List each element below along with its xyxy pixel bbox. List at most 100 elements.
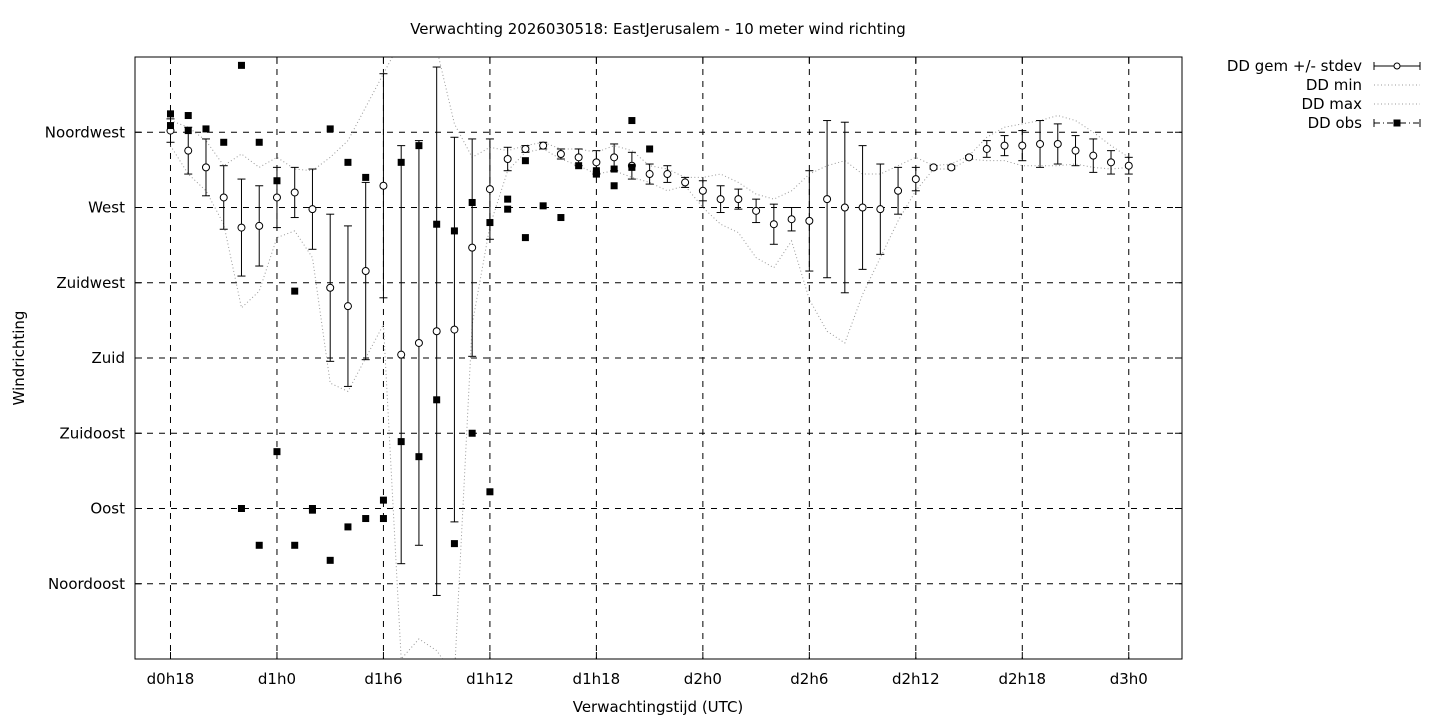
- mean-point: [947, 163, 956, 172]
- obs-point: [450, 540, 458, 548]
- obs-point: [433, 220, 441, 228]
- obs-point: [628, 163, 636, 171]
- obs-point: [326, 556, 334, 564]
- legend-label: DD min: [1306, 76, 1362, 94]
- obs-point: [557, 214, 565, 222]
- obs-point: [344, 523, 352, 531]
- axis-ticks: d0h18 d1h0 d1h6 d1h12 d1h18 d2h0 d2h6 d2h12 d2h1…: [45, 57, 1182, 688]
- legend-label: DD gem +/- stdev: [1227, 57, 1362, 75]
- obs-point: [273, 177, 281, 185]
- mean-point: [219, 193, 228, 202]
- obs-point: [220, 138, 228, 146]
- mean-point: [1018, 141, 1027, 150]
- obs-point: [166, 122, 174, 130]
- x-tick-label: d0h18: [147, 670, 195, 688]
- mean-point: [982, 144, 991, 153]
- obs-point: [379, 515, 387, 523]
- obs-point: [255, 541, 263, 549]
- obs-point: [166, 110, 174, 118]
- mean-point: [397, 350, 406, 359]
- obs-point: [468, 429, 476, 437]
- obs-point: [610, 182, 618, 190]
- x-tick-label: d1h6: [364, 670, 402, 688]
- obs-point: [308, 506, 316, 514]
- obs-point: [397, 438, 405, 446]
- obs-point: [504, 205, 512, 213]
- mean-point: [450, 325, 459, 334]
- legend-label: DD max: [1301, 95, 1362, 113]
- obs-point: [575, 162, 583, 170]
- mean-point: [485, 185, 494, 194]
- y-tick-label: Zuidoost: [59, 424, 125, 442]
- mean-point: [326, 283, 335, 292]
- mean-point: [592, 158, 601, 167]
- x-tick-label: d2h12: [892, 670, 940, 688]
- mean-point: [201, 163, 210, 172]
- obs-point: [291, 287, 299, 295]
- mean-point: [290, 188, 299, 197]
- obs-point: [539, 202, 547, 210]
- mean-point: [610, 153, 619, 162]
- obs-point: [628, 117, 636, 125]
- mean-point: [645, 170, 654, 179]
- y-tick-label: Zuid: [92, 349, 125, 367]
- mean-point: [272, 193, 281, 202]
- mean-point: [1089, 151, 1098, 160]
- dd-line-dd-min: [170, 145, 1129, 659]
- obs-point: [433, 396, 441, 404]
- mean-point: [698, 186, 707, 195]
- mean-point: [823, 195, 832, 204]
- legend-swatch: [1393, 62, 1401, 70]
- y-tick-label: West: [88, 199, 125, 217]
- mean-point: [894, 186, 903, 195]
- obs-point: [486, 488, 494, 496]
- obs-point: [184, 112, 192, 120]
- obs-point: [468, 198, 476, 206]
- legend-swatch: [1393, 119, 1401, 127]
- mean-point: [858, 203, 867, 212]
- obs-point: [344, 158, 352, 166]
- mean-point: [556, 149, 565, 158]
- obs-point: [273, 448, 281, 456]
- mean-point: [414, 338, 423, 347]
- mean-point: [876, 205, 885, 214]
- mean-point: [1053, 139, 1062, 148]
- obs-point: [237, 61, 245, 69]
- mean-point: [343, 302, 352, 311]
- plot-series-area: [166, 57, 1133, 659]
- mean-point: [237, 223, 246, 232]
- mean-point: [681, 178, 690, 187]
- mean-point: [716, 195, 725, 204]
- mean-point: [734, 195, 743, 204]
- obs-point: [237, 505, 245, 512]
- obs-point: [610, 165, 618, 173]
- x-tick-label: d2h0: [684, 670, 722, 688]
- y-tick-label: Noordwest: [45, 123, 125, 141]
- obs-point: [486, 219, 494, 227]
- obs-point: [202, 125, 210, 133]
- obs-point: [521, 157, 529, 165]
- x-tick-label: d2h6: [790, 670, 828, 688]
- x-axis-label: Verwachtingstijd (UTC): [573, 698, 744, 716]
- mean-point: [503, 155, 512, 164]
- obs-point: [415, 453, 423, 461]
- obs-point: [362, 173, 370, 181]
- plot-frame: [134, 56, 1183, 660]
- obs-point: [646, 145, 654, 153]
- y-tick-label: Oost: [90, 500, 125, 518]
- y-tick-label: Noordoost: [48, 575, 125, 593]
- mean-point: [432, 327, 441, 336]
- mean-point: [840, 203, 849, 212]
- x-tick-label: d2h18: [998, 670, 1046, 688]
- obs-point: [521, 234, 529, 242]
- mean-point: [965, 153, 974, 162]
- obs-point: [379, 496, 387, 504]
- mean-point: [1107, 158, 1116, 167]
- mean-point: [361, 267, 370, 276]
- x-tick-label: d3h0: [1110, 670, 1148, 688]
- mean-point: [574, 153, 583, 162]
- mean-point: [787, 215, 796, 224]
- x-tick-label: d1h18: [573, 670, 621, 688]
